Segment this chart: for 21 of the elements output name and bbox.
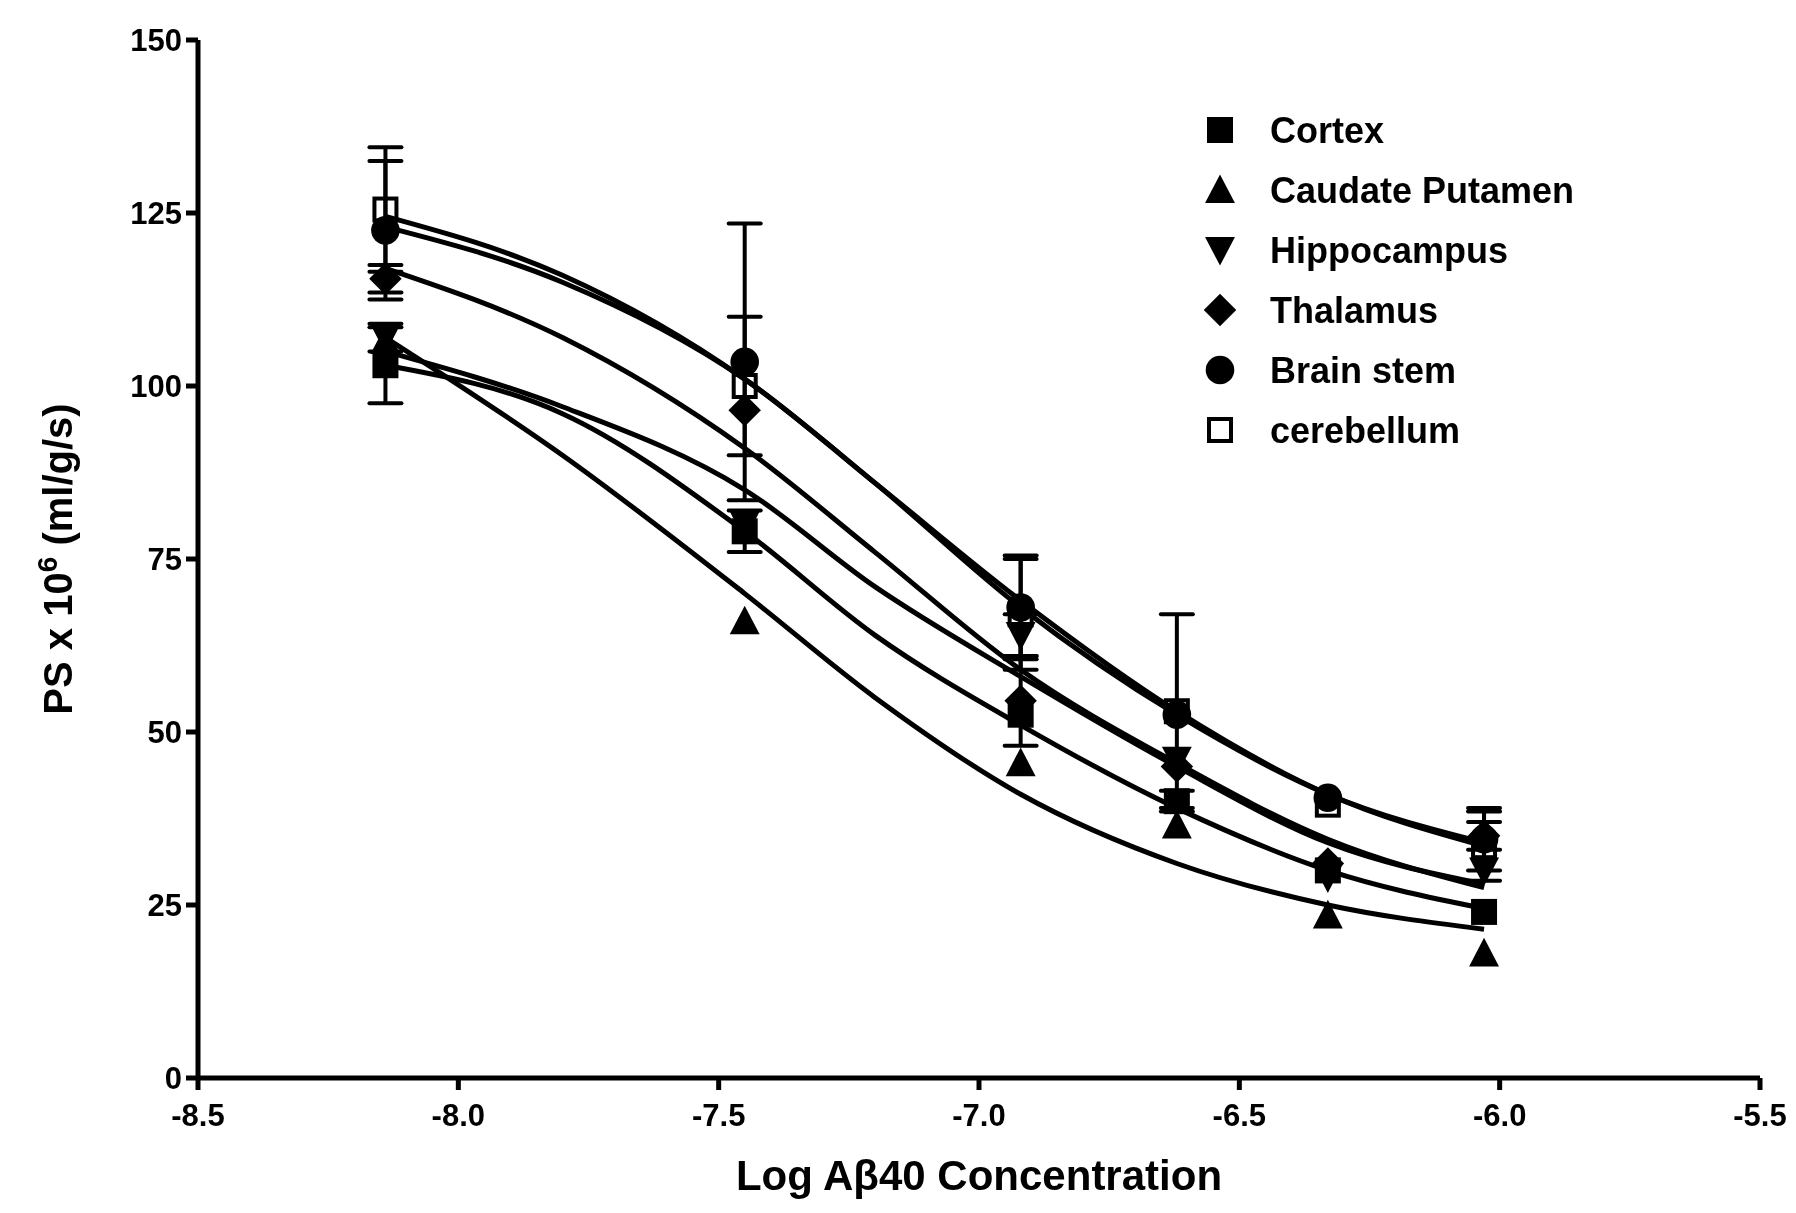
x-tick-label: -6.0: [1472, 1098, 1527, 1133]
x-tick-label: -8.0: [431, 1098, 486, 1133]
x-tick-label: -6.5: [1212, 1098, 1267, 1133]
legend-label: Caudate Putamen: [1270, 169, 1575, 211]
legend-label: Thalamus: [1270, 289, 1439, 331]
x-tick-label: -7.0: [952, 1098, 1006, 1133]
y-tick-label: 100: [130, 368, 182, 404]
legend-label: cerebellum: [1270, 409, 1461, 451]
y-tick-label: 75: [147, 541, 182, 577]
y-tick-label: 125: [130, 195, 182, 231]
x-tick-label: -5.5: [1733, 1098, 1787, 1133]
x-tick-label: -7.5: [691, 1098, 746, 1133]
legend-label: Brain stem: [1270, 349, 1457, 391]
y-tick-label: 150: [130, 22, 182, 58]
x-tick-label: -8.5: [171, 1098, 225, 1133]
y-tick-label: 25: [147, 887, 182, 923]
y-tick-label: 50: [147, 714, 182, 750]
x-axis-title: Log Aβ40 Concentration: [735, 1152, 1223, 1199]
y-tick-label: 0: [164, 1060, 182, 1096]
legend-label: Cortex: [1270, 109, 1385, 151]
legend-label: Hippocampus: [1270, 229, 1509, 271]
